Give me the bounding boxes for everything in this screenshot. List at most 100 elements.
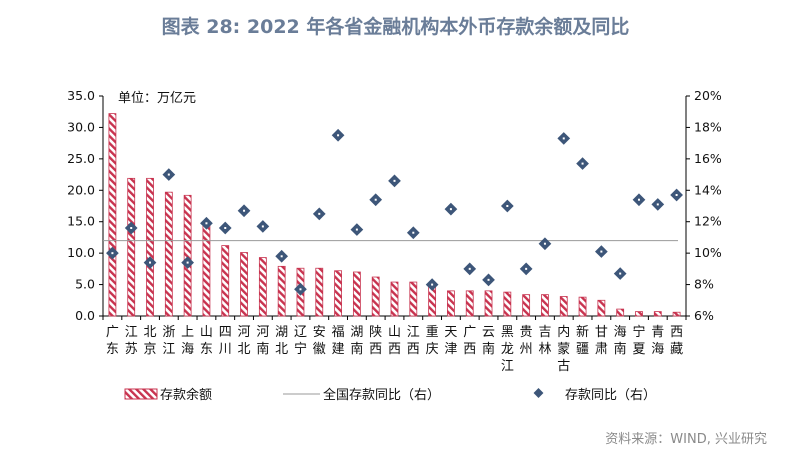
category-label: 贵州 <box>520 325 533 357</box>
point-陕西 <box>369 193 383 207</box>
legend-swatch-marker <box>533 388 544 398</box>
left-tick-label: 25.0 <box>67 151 95 166</box>
point-北京 <box>143 256 157 269</box>
point-浙江 <box>162 168 176 181</box>
point-安徽 <box>312 207 326 221</box>
source-note: 资料来源：WIND, 兴业研究 <box>605 432 767 447</box>
right-tick-label: 16% <box>694 151 722 166</box>
category-label: 广东 <box>106 325 119 357</box>
category-label: 宁夏 <box>632 324 645 357</box>
point-海南 <box>613 267 627 280</box>
category-label: 青海 <box>651 325 664 357</box>
point-山东 <box>200 216 213 230</box>
bar-新疆 <box>578 296 587 317</box>
category-label: 海南 <box>614 325 627 357</box>
category-label: 江西 <box>407 325 420 357</box>
bar-吉林 <box>541 294 549 317</box>
bar-江苏 <box>127 177 136 317</box>
right-tick-label: 14% <box>694 182 722 197</box>
legend-label-line: 全国存款同比（右） <box>323 387 440 403</box>
category-label: 广西 <box>463 325 476 357</box>
bar-黑龙江 <box>503 291 512 317</box>
unit-label: 单位：万亿元 <box>118 91 196 106</box>
point-福建 <box>331 128 345 142</box>
right-tick-label: 6% <box>694 308 714 323</box>
category-label: 陕西 <box>369 325 382 357</box>
point-天津 <box>444 202 458 216</box>
bar-福建 <box>334 270 342 317</box>
bar-山东 <box>202 221 211 317</box>
left-tick-label: 15.0 <box>67 214 95 229</box>
point-上海 <box>181 256 194 269</box>
bar-浙江 <box>164 191 173 317</box>
bar-宁夏 <box>635 311 643 317</box>
point-西藏 <box>670 188 683 202</box>
bar-四川 <box>221 245 230 317</box>
category-label: 山东 <box>200 325 213 357</box>
category-label: 山西 <box>388 325 401 357</box>
category-label: 黑龙江 <box>501 325 514 374</box>
category-label: 湖南 <box>350 325 363 357</box>
point-湖北 <box>275 249 289 263</box>
bar-天津 <box>447 290 455 317</box>
point-江苏 <box>124 221 138 235</box>
bar-江西 <box>409 281 418 317</box>
bar-湖南 <box>352 271 361 317</box>
left-tick-label: 10.0 <box>67 245 95 260</box>
right-tick-label: 12% <box>694 214 722 229</box>
chart-title: 图表 28: 2022 年各省金融机构本外币存款余额及同比 <box>161 16 630 38</box>
bar-广东 <box>108 113 117 317</box>
category-label: 天津 <box>444 325 457 357</box>
bar-广西 <box>465 290 474 317</box>
category-label: 甘肃 <box>595 325 608 357</box>
left-tick-label: 30.0 <box>67 119 95 134</box>
point-青海 <box>651 198 665 211</box>
category-label: 四川 <box>219 325 232 357</box>
point-云南 <box>482 273 495 287</box>
bar-云南 <box>484 290 493 317</box>
bar-湖北 <box>277 265 286 317</box>
bar-山西 <box>390 281 399 317</box>
right-tick-label: 8% <box>694 277 714 292</box>
point-山西 <box>388 174 401 188</box>
right-tick-label: 18% <box>694 119 722 134</box>
bar-陕西 <box>371 276 380 317</box>
bar-青海 <box>653 311 662 317</box>
legend-swatch-bar <box>124 388 158 400</box>
point-宁夏 <box>632 193 646 207</box>
point-广西 <box>463 262 477 276</box>
category-label: 浙江 <box>162 325 175 357</box>
bar-河南 <box>258 257 267 317</box>
legend-label-marker: 存款同比（右） <box>565 388 656 403</box>
left-tick-label: 35.0 <box>67 88 95 103</box>
bar-内蒙古 <box>559 296 568 317</box>
point-广东 <box>106 246 119 260</box>
point-重庆 <box>425 278 439 291</box>
bar-西藏 <box>672 311 681 317</box>
category-label: 江苏 <box>125 325 138 357</box>
bar-河北 <box>240 252 248 317</box>
category-label: 河南 <box>256 325 269 357</box>
point-新疆 <box>576 157 589 170</box>
category-label: 吉林 <box>538 325 551 357</box>
point-河北 <box>237 204 251 218</box>
bar-安徽 <box>315 267 324 317</box>
point-河南 <box>256 220 270 233</box>
category-label: 重庆 <box>426 324 439 357</box>
category-label: 河北 <box>238 325 251 357</box>
left-tick-label: 0.0 <box>75 308 95 323</box>
left-tick-label: 20.0 <box>67 182 95 197</box>
point-内蒙古 <box>557 132 571 145</box>
point-吉林 <box>538 237 552 251</box>
category-label: 安徽 <box>313 325 326 357</box>
point-甘肃 <box>595 245 608 258</box>
legend: 存款余额 全国存款同比（右） 存款同比（右） <box>124 387 656 403</box>
category-label: 西藏 <box>670 325 683 357</box>
bar-北京 <box>146 177 154 317</box>
right-tick-label: 20% <box>694 88 722 103</box>
bar-贵州 <box>522 294 531 317</box>
category-label: 北京 <box>144 325 157 357</box>
left-tick-label: 5.0 <box>75 277 95 292</box>
category-label: 新疆 <box>576 324 589 357</box>
